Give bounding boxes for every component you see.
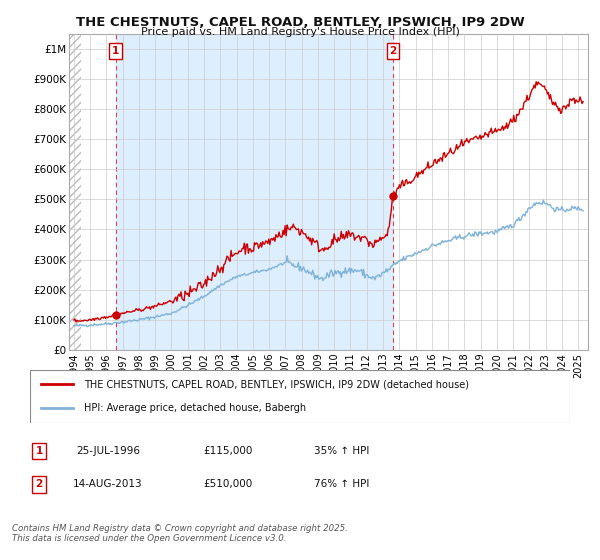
Text: 14-AUG-2013: 14-AUG-2013 (73, 479, 143, 489)
Text: THE CHESTNUTS, CAPEL ROAD, BENTLEY, IPSWICH, IP9 2DW (detached house): THE CHESTNUTS, CAPEL ROAD, BENTLEY, IPSW… (84, 380, 469, 390)
Text: 2: 2 (35, 479, 43, 489)
Text: 2: 2 (389, 46, 397, 56)
Text: Price paid vs. HM Land Registry's House Price Index (HPI): Price paid vs. HM Land Registry's House … (140, 27, 460, 37)
Text: This data is licensed under the Open Government Licence v3.0.: This data is licensed under the Open Gov… (12, 534, 287, 543)
Text: £115,000: £115,000 (203, 446, 253, 456)
Text: THE CHESTNUTS, CAPEL ROAD, BENTLEY, IPSWICH, IP9 2DW: THE CHESTNUTS, CAPEL ROAD, BENTLEY, IPSW… (76, 16, 524, 29)
FancyBboxPatch shape (30, 370, 570, 423)
Text: 25-JUL-1996: 25-JUL-1996 (76, 446, 140, 456)
Text: 1: 1 (35, 446, 43, 456)
Text: Contains HM Land Registry data © Crown copyright and database right 2025.: Contains HM Land Registry data © Crown c… (12, 524, 348, 533)
Text: £510,000: £510,000 (203, 479, 253, 489)
Text: 35% ↑ HPI: 35% ↑ HPI (314, 446, 370, 456)
Text: HPI: Average price, detached house, Babergh: HPI: Average price, detached house, Babe… (84, 403, 306, 413)
Text: 1: 1 (112, 46, 119, 56)
Bar (116, 34, 393, 350)
Text: 76% ↑ HPI: 76% ↑ HPI (314, 479, 370, 489)
